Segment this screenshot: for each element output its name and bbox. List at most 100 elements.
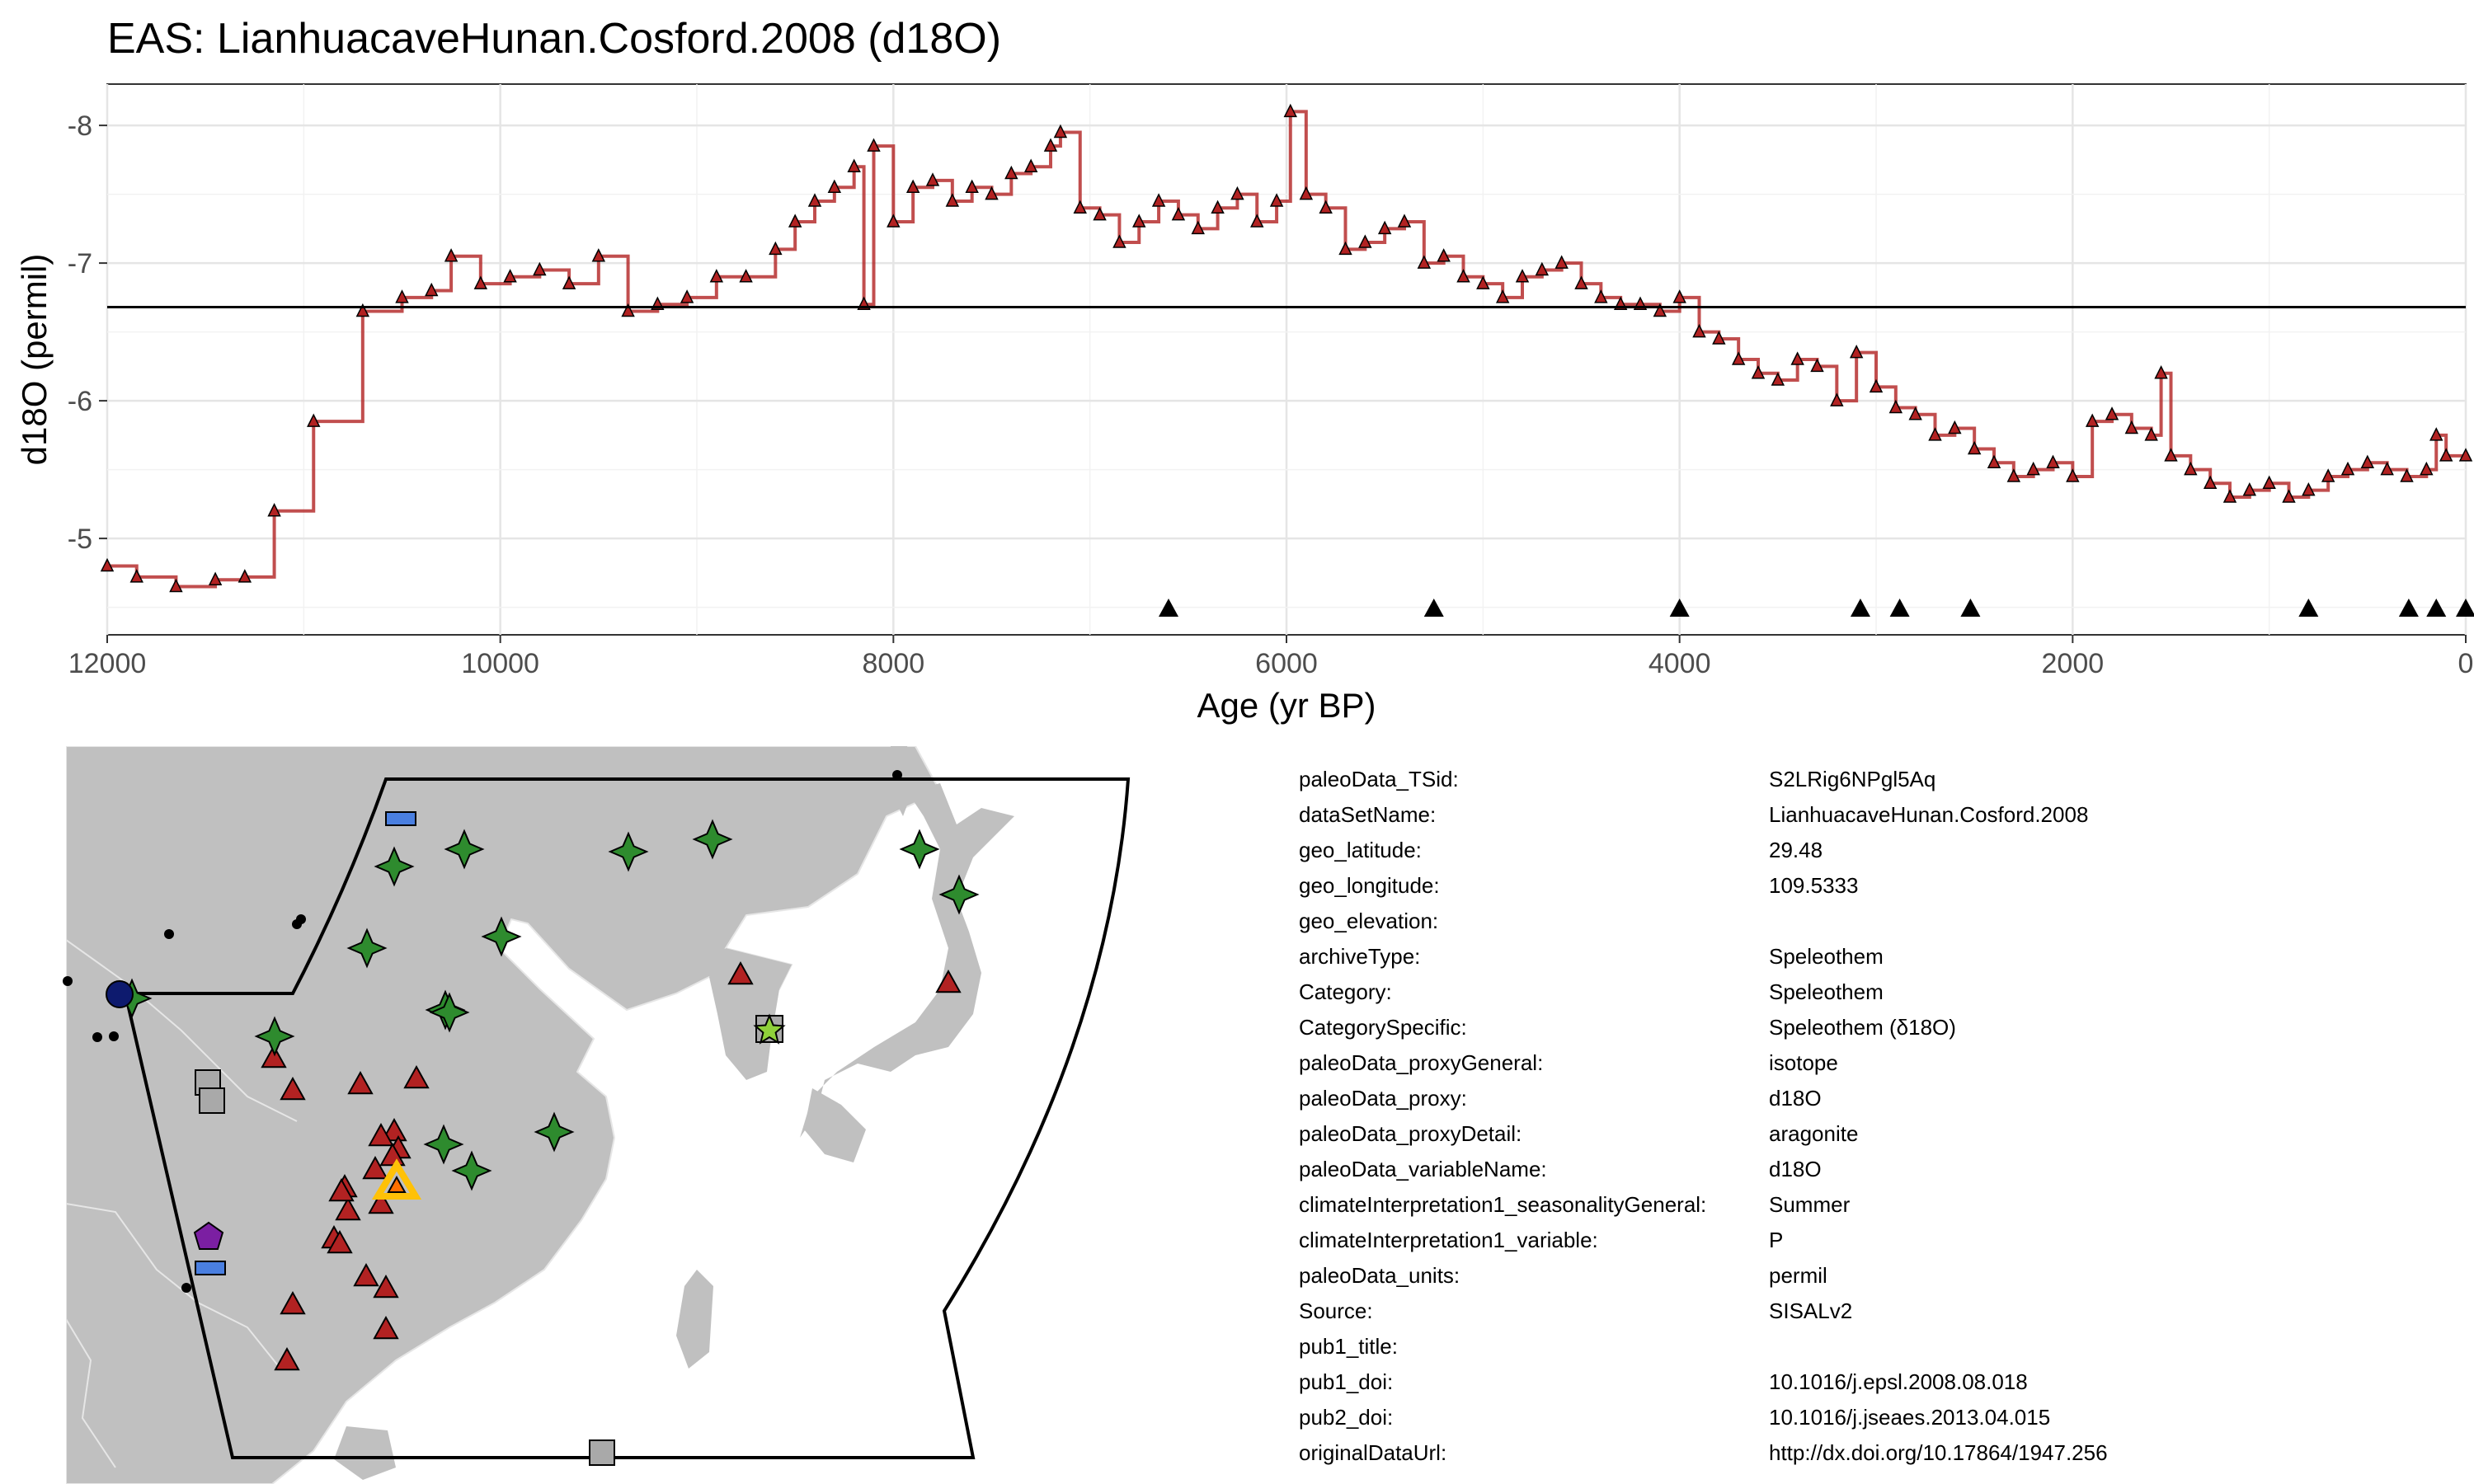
data-point [2242,481,2257,496]
land-japan-south [804,1088,866,1162]
data-point [2046,454,2060,468]
metadata-value: isotope [1769,1050,1838,1075]
age-marker [1850,599,1870,617]
metadata-key: pub1_title: [1299,1334,1398,1359]
metadata-value: 10.1016/j.epsl.2008.08.018 [1769,1369,2028,1394]
metadata-value: permil [1769,1263,1827,1288]
data-point [925,172,940,186]
data-point [769,241,783,256]
site-triangle [362,1155,388,1180]
data-point [2222,489,2237,503]
site-triangle [373,1274,399,1298]
site-triangle [368,1190,394,1214]
data-point [1004,165,1018,180]
map-site-markers [63,770,980,1466]
site-rect [195,1261,226,1275]
data-point [1377,220,1392,235]
data-point [2302,481,2316,496]
age-marker [1889,599,1910,617]
map-panel [63,746,1131,1484]
site-triangle [327,1229,353,1254]
data-point [1397,214,1412,228]
metadata-key: archiveType: [1299,944,1420,969]
age-marker [2426,599,2447,617]
data-point [2380,461,2394,476]
data-point [1269,193,1284,207]
data-point [1751,365,1766,379]
metadata-value: http://dx.doi.org/10.17864/1947.256 [1769,1440,2108,1465]
site-star4 [899,829,940,870]
site-triangle [280,1290,306,1315]
site-star4 [429,992,470,1033]
data-point [1093,206,1107,221]
site-dot [892,770,902,780]
data-point [395,289,409,303]
data-point [965,179,979,193]
y-tick-label: -6 [68,386,92,417]
data-point [1437,248,1451,262]
data-point [2420,461,2434,476]
x-tick-label: 6000 [1255,648,1318,679]
site-star4 [938,874,980,915]
metadata-key: paleoData_proxyDetail: [1299,1121,1522,1146]
site-triangle [403,1064,430,1089]
site-triangle [353,1262,379,1287]
data-point [1283,103,1297,118]
data-point [1073,200,1087,214]
data-point [1653,303,1667,317]
x-tick-label: 12000 [68,648,147,679]
site-triangle [274,1346,300,1371]
data-point [238,569,252,583]
metadata-table: paleoData_TSid: S2LRig6NPgl5Aq dataSetName… [1299,767,2108,1465]
data-point [867,138,881,152]
data-point [169,578,183,593]
land-korea [709,948,792,1080]
data-point [2321,468,2335,482]
x-tick-label: 4000 [1649,648,1711,679]
timeseries-panel: EAS: LianhuacaveHunan.Cosford.2008 (d18O… [15,15,2474,725]
data-point [1211,200,1225,214]
metadata-value: S2LRig6NPgl5Aq [1769,767,1935,791]
data-point [2184,461,2198,476]
metadata-key: paleoData_proxyGeneral: [1299,1050,1543,1075]
data-point [985,186,999,200]
metadata-value: aragonite [1769,1121,1858,1146]
site-triangle [347,1070,374,1095]
country-border [66,939,298,1122]
x-tick-label: 8000 [863,648,925,679]
data-point [847,158,861,172]
data-point [1515,269,1530,283]
data-point [267,503,281,517]
data-point [1790,351,1804,365]
data-point [680,289,694,303]
data-point [129,569,143,583]
data-point [2164,448,2178,462]
data-point [2105,406,2119,420]
x-axis-title: Age (yr BP) [1197,686,1376,725]
d18o-series [100,103,2473,593]
data-point [444,248,459,262]
data-point [1712,331,1726,345]
metadata-value: 10.1016/j.jseaes.2013.04.015 [1769,1405,2050,1430]
site-triangle [280,1076,306,1101]
site-dot [181,1283,191,1293]
data-point [1319,200,1333,214]
age-marker [1423,599,1444,617]
data-point [2282,489,2296,503]
metadata-key: geo_longitude: [1299,873,1440,898]
data-point [562,275,576,289]
metadata-key: pub1_doi: [1299,1369,1393,1394]
data-point [2400,468,2414,482]
site-rect [385,811,416,826]
data-point [945,193,960,207]
metadata-key: CategorySpecific: [1299,1015,1467,1040]
data-point [503,269,517,283]
metadata-key: paleoData_units: [1299,1263,1460,1288]
site-triangle [935,969,962,993]
data-point [1987,454,2001,468]
data-point [100,557,115,572]
age-marker [1669,599,1690,617]
region-boundary [123,777,1131,1459]
data-point [1495,289,1510,303]
data-point [887,214,901,228]
